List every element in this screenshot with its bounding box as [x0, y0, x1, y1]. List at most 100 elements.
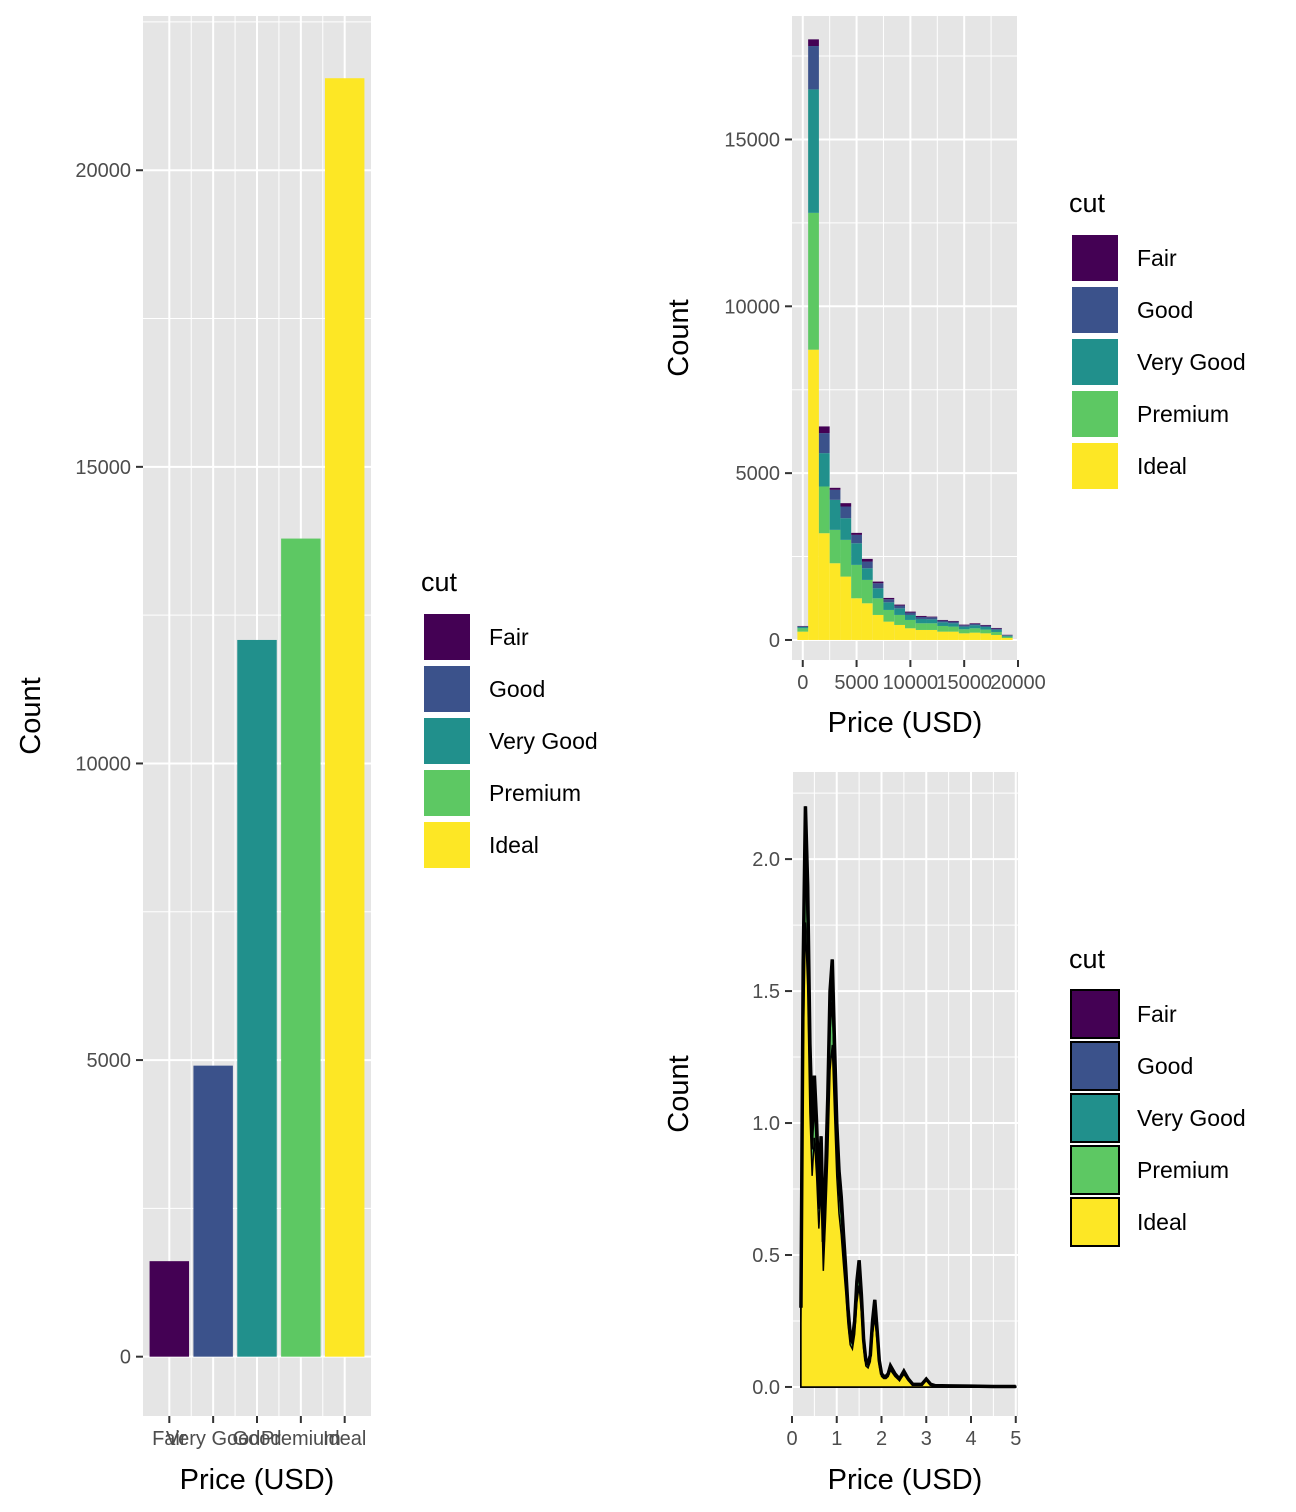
hist-bar-fair [948, 620, 959, 622]
y-tick-label: 0 [769, 630, 780, 652]
y-tick-label: 1.0 [752, 1113, 780, 1135]
hist-bar-very-good [948, 623, 959, 627]
hist-bar-good [980, 625, 992, 627]
legend-label: Very Good [489, 728, 598, 754]
hist-bar-ideal [958, 633, 970, 640]
hist-bar-premium [883, 609, 895, 622]
hist-bar-fair [937, 619, 949, 621]
legend-key-fair [1070, 233, 1120, 283]
hist-bar-very-good [861, 568, 873, 580]
hist-bar-premium [808, 212, 819, 350]
hist-bar-premium [915, 623, 927, 630]
y-tick-label: 20000 [75, 160, 131, 182]
legend-label: Fair [1137, 245, 1177, 271]
legend-key-ideal [422, 820, 472, 870]
hist-bar-very-good [894, 608, 905, 615]
hist-bar-very-good [1001, 635, 1013, 637]
legend-label: Fair [489, 624, 529, 650]
hist-bar-fair [958, 624, 970, 626]
hist-bar-fair [969, 623, 981, 624]
hist-bar-very-good [840, 518, 852, 540]
hist-bar-premium [829, 529, 841, 564]
y-tick-label: 0 [120, 1347, 131, 1369]
x-tick-label: Ideal [323, 1428, 366, 1450]
hist-bar-ideal [937, 631, 949, 640]
x-tick-label: Premium [261, 1428, 341, 1450]
hist-bar-very-good [797, 626, 809, 629]
legend-key-ideal [1070, 1197, 1120, 1247]
legend-key-very-good [1070, 1093, 1120, 1143]
hist-bar-ideal [797, 631, 809, 640]
hist-bar-fair [894, 604, 905, 606]
x-tick-label: 3 [921, 1428, 932, 1450]
hist-bar-good [797, 626, 809, 627]
density-outline [799, 806, 1016, 1389]
hist-bar-good [905, 612, 916, 615]
legend-label: Very Good [1137, 349, 1246, 375]
hist-bar-ideal [969, 632, 981, 640]
x-tick-label: 20000 [990, 672, 1046, 694]
legend-key-fair [1070, 989, 1120, 1039]
legend-label: Fair [1137, 1001, 1177, 1027]
legend-label: Ideal [489, 832, 539, 858]
hist-bar-good [948, 621, 959, 624]
hist-bar-ideal [926, 629, 938, 640]
hist-bar-good [937, 620, 949, 623]
hist-bar-very-good [926, 619, 938, 624]
legend-key-ideal [1070, 441, 1120, 491]
hist-bar-very-good [915, 618, 927, 624]
hist-bar-very-good [818, 453, 830, 487]
hist-bar-very-good [969, 625, 981, 629]
legend-key-premium [422, 768, 472, 818]
legend-title: cut [1069, 188, 1106, 218]
hist-bar-very-good [991, 629, 1002, 632]
hist-bar-good [829, 489, 841, 500]
hist-bar-ideal [905, 628, 916, 640]
y-tick-label: 15000 [75, 457, 131, 479]
x-axis-title: Price (USD) [180, 1464, 335, 1496]
x-tick-label: 1 [831, 1428, 842, 1450]
legend-title: cut [1069, 944, 1106, 974]
y-tick-label: 15000 [724, 129, 780, 151]
hist-bar-ideal [915, 629, 927, 640]
y-tick-label: 10000 [724, 296, 780, 318]
legend-label: Good [1137, 297, 1193, 323]
hist-bar-very-good [937, 622, 949, 626]
legend-label: Premium [1137, 1157, 1229, 1183]
hist-bar-premium [861, 579, 873, 604]
x-axis-title: Price (USD) [828, 1464, 983, 1496]
legend-key-premium [1070, 389, 1120, 439]
hist-bar-fair [872, 581, 884, 584]
x-tick-label: Very Good [166, 1428, 261, 1450]
x-tick-label: 5 [1010, 1428, 1021, 1450]
x-tick-label: 4 [965, 1428, 976, 1450]
x-tick-label: 0 [786, 1428, 797, 1450]
x-tick-label: 2 [876, 1428, 887, 1450]
legend-key-very-good [422, 716, 472, 766]
x-tick-label: Fair [152, 1428, 187, 1450]
hist-bar-fair [926, 616, 938, 618]
hist-bar-fair [883, 597, 895, 600]
y-axis-title: Count [15, 677, 47, 754]
hist-bar-very-good [958, 626, 970, 630]
hist-bar-fair [980, 624, 992, 626]
y-tick-label: 2.0 [752, 849, 780, 871]
hist-bar-fair [861, 558, 873, 562]
hist-bar-good [991, 628, 1002, 630]
hist-bar-ideal [894, 624, 905, 640]
hist-bar-very-good [905, 614, 916, 620]
legend-key-premium [1070, 1145, 1120, 1195]
hist-bar-ideal [1001, 637, 1013, 640]
hist-bar-premium [991, 631, 1002, 635]
y-tick-label: 1.5 [752, 981, 780, 1003]
legend-label: Good [1137, 1053, 1193, 1079]
hist-bar-premium [958, 629, 970, 634]
hist-bar-ideal [991, 634, 1002, 640]
hist-bar-ideal [948, 631, 959, 640]
hist-bar-fair [991, 627, 1002, 629]
bar-good [237, 639, 277, 1357]
legend-label: Premium [1137, 401, 1229, 427]
hist-bar-ideal [829, 563, 841, 640]
